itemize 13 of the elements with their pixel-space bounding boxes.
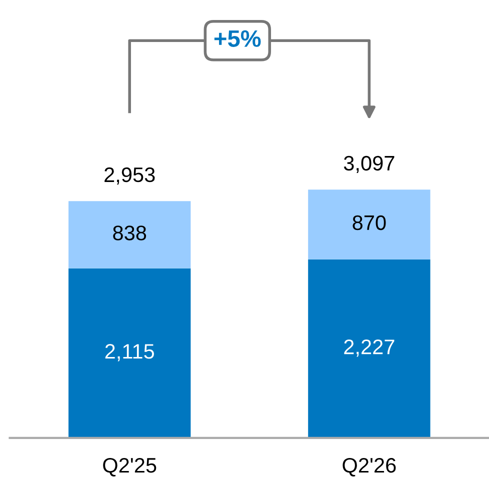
data-label: 838 xyxy=(113,226,146,240)
data-label: 2,227 xyxy=(344,340,394,357)
bar xyxy=(308,259,430,438)
bar xyxy=(68,201,191,268)
bar xyxy=(308,190,430,260)
total-label: 2,953 xyxy=(104,167,155,185)
x-tick-label: Q2'26 xyxy=(342,458,396,476)
data-label: 870 xyxy=(352,215,386,230)
text: +5% xyxy=(214,30,261,47)
x-tick-label: Q2'25 xyxy=(103,458,156,476)
bar xyxy=(68,268,191,438)
data-label: 2,115 xyxy=(105,344,154,362)
total-label: 3,097 xyxy=(344,156,394,174)
